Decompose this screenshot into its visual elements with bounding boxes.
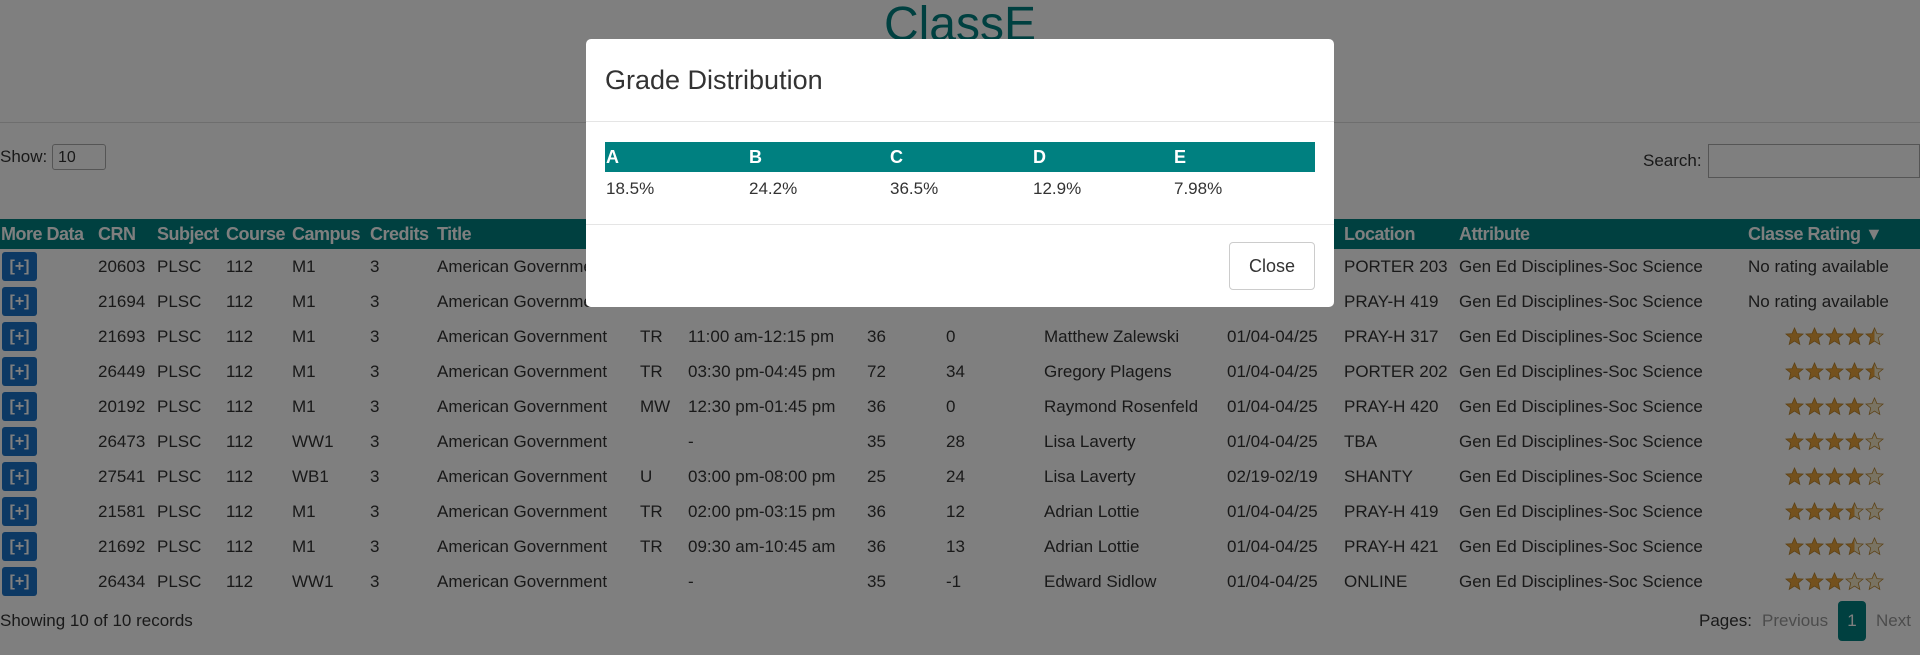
grade-letter: B	[749, 147, 762, 167]
grade-header-band	[605, 142, 1315, 172]
modal-divider	[586, 121, 1334, 122]
grade-letter: D	[1033, 147, 1046, 167]
modal-divider	[586, 224, 1334, 225]
grade-percent: 36.5%	[890, 179, 939, 198]
modal: Grade Distribution A 18.5% B 24.2% C 36.5% D 12.…	[586, 39, 1334, 307]
grade-percent: 24.2%	[749, 179, 798, 198]
grade-percent: 12.9%	[1033, 179, 1082, 198]
close-button[interactable]: Close	[1229, 242, 1315, 290]
grade-letter: C	[890, 147, 903, 167]
grade-letter: E	[1174, 147, 1187, 167]
grade-percent: 7.98%	[1174, 179, 1223, 198]
grade-letter: A	[606, 147, 619, 167]
grade-percent: 18.5%	[606, 179, 655, 198]
modal-title: Grade Distribution	[605, 65, 823, 95]
